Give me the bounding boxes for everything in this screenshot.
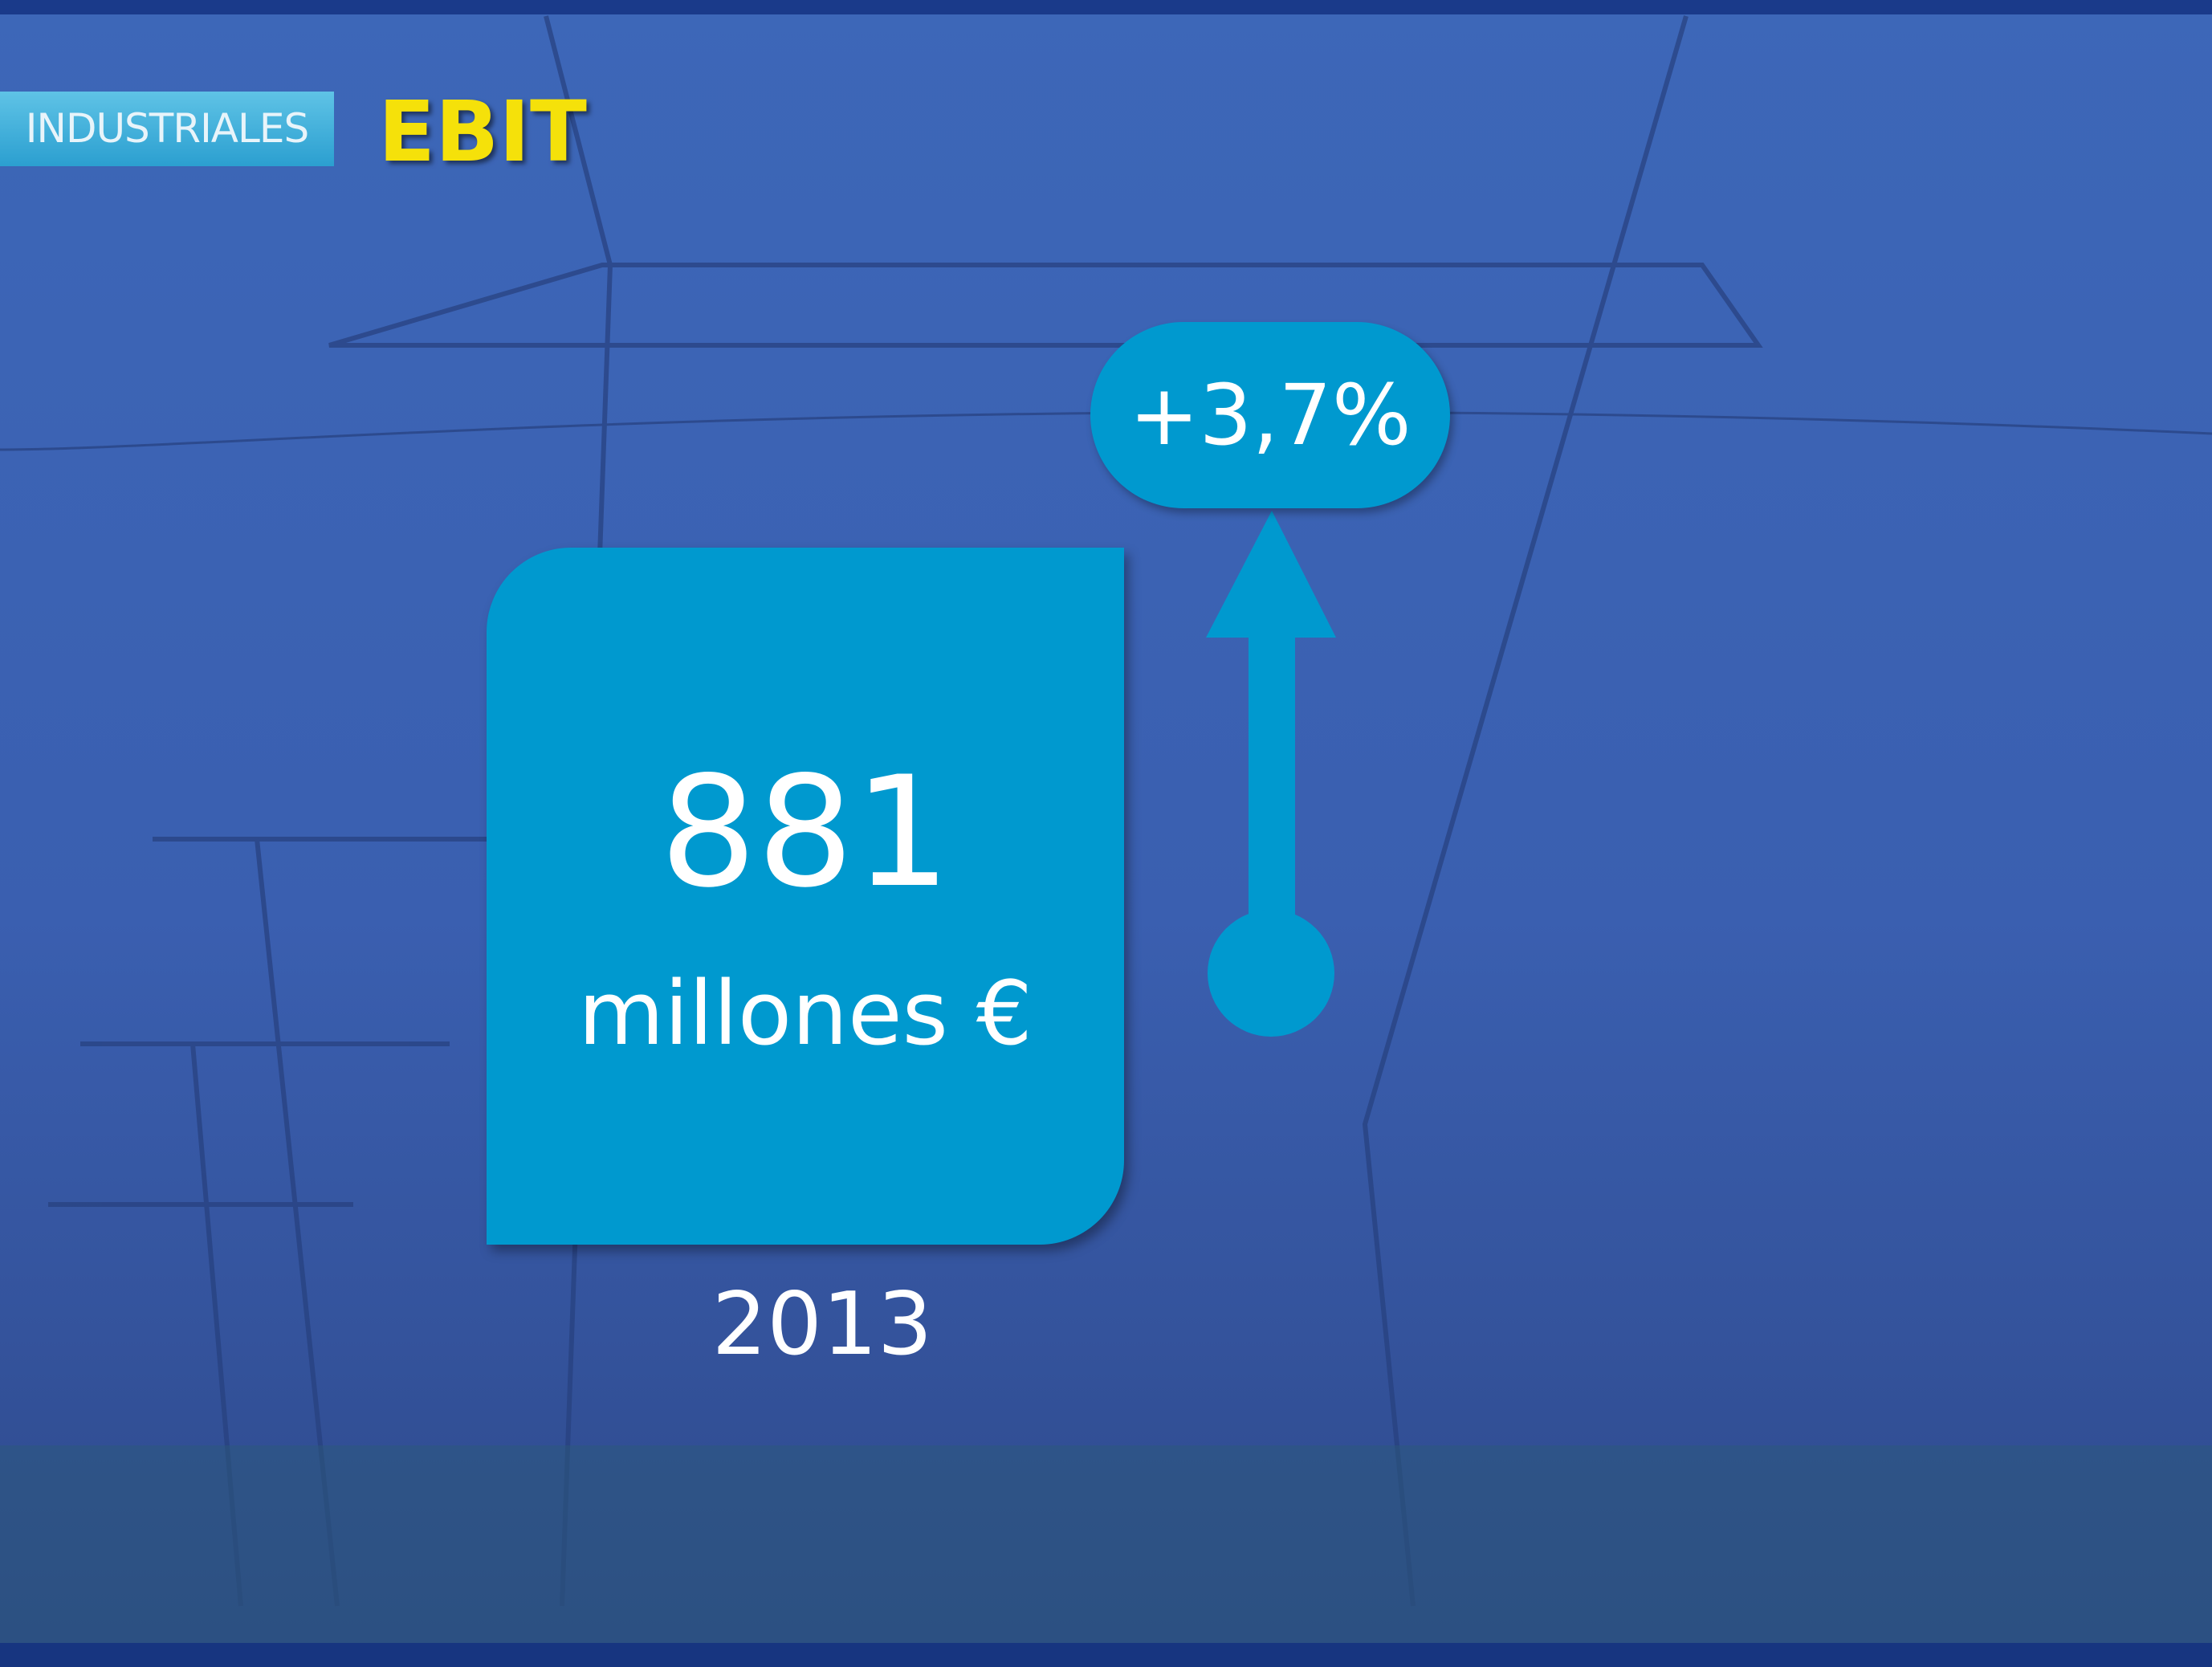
change-badge: +3,7%: [1090, 322, 1450, 508]
bottom-bar: [0, 1643, 2212, 1667]
slide: INDUSTRIALES EBIT 881 millones € 2013 +3…: [0, 0, 2212, 1667]
growth-arrow: [0, 0, 2212, 1667]
